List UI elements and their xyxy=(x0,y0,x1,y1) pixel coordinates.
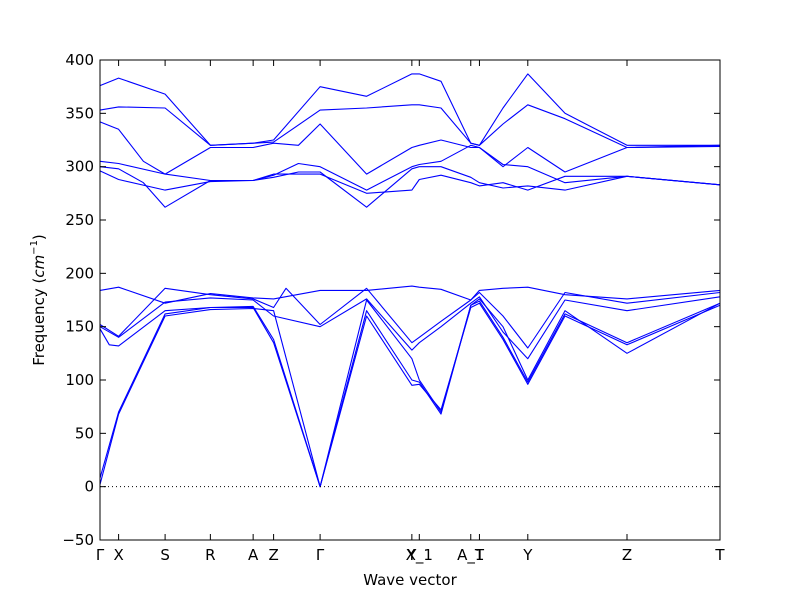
y-axis-label-unit: cm xyxy=(30,255,48,278)
y-tick-label: 200 xyxy=(65,264,94,282)
band-line-7 xyxy=(99,285,721,304)
x-tick-label: Z xyxy=(622,546,632,564)
x-tick-label: X_1 xyxy=(406,546,433,565)
y-tick-label: −50 xyxy=(62,531,94,549)
y-tick-label: 400 xyxy=(65,51,94,69)
y-tick-label: 0 xyxy=(84,478,94,496)
band-line-2 xyxy=(99,104,721,149)
y-axis-label: Frequency (cm−1) xyxy=(29,234,48,366)
band-line-12 xyxy=(99,302,721,488)
band-line-8 xyxy=(99,287,721,349)
y-tick-label: 300 xyxy=(65,158,94,176)
y-axis-ticks: −50 0 50 100 150 200 250 300 350 400 xyxy=(62,51,720,549)
band-line-11 xyxy=(99,300,721,488)
x-axis-ticks: Γ X S R A Z Γ YX_1 A_1T Y Z T xyxy=(96,60,725,565)
x-tick-label: S xyxy=(160,546,170,564)
y-tick-label: 50 xyxy=(75,424,94,442)
x-tick-label: X xyxy=(113,546,123,564)
y-tick-label: 250 xyxy=(65,211,94,229)
y-axis-label-exp: −1 xyxy=(29,240,40,255)
y-axis-label-close: ) xyxy=(30,234,48,240)
band-line-1 xyxy=(99,73,720,146)
band-line-9 xyxy=(99,296,721,360)
x-tick-label: Γ xyxy=(96,546,105,564)
x-tick-label: Γ xyxy=(316,546,325,564)
series-layer xyxy=(99,73,721,488)
band-line-6 xyxy=(99,170,721,194)
x-tick-label: A xyxy=(248,546,259,564)
x-tick-label: T xyxy=(714,546,725,564)
x-tick-label: R xyxy=(205,546,215,564)
y-tick-label: 150 xyxy=(65,318,94,336)
y-axis-label-text: Frequency ( xyxy=(30,278,48,366)
x-tick-label: Y xyxy=(522,546,533,564)
band-line-3 xyxy=(99,121,721,175)
x-tick-label: Z xyxy=(268,546,278,564)
plot-frame xyxy=(99,59,721,541)
band-line-10 xyxy=(99,298,721,488)
y-tick-label: 350 xyxy=(65,104,94,122)
x-tick-label: T xyxy=(474,546,485,564)
x-tick-label: A_1 xyxy=(457,546,484,565)
band-line-5 xyxy=(99,166,721,208)
x-tick-label: Y xyxy=(406,546,417,564)
y-tick-label: 100 xyxy=(65,371,94,389)
band-line-4 xyxy=(99,144,721,191)
x-axis-label: Wave vector xyxy=(363,571,457,589)
